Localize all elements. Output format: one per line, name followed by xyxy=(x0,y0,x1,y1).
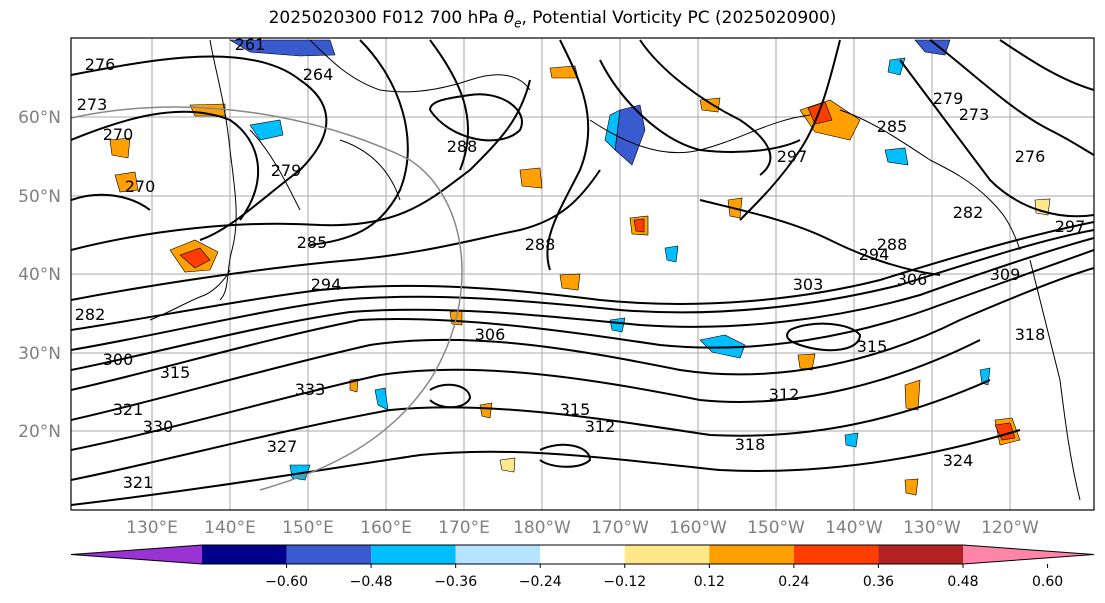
colorbar-box xyxy=(371,545,456,564)
contour-label: 273 xyxy=(77,95,108,114)
lon-label: 170°E xyxy=(438,518,490,538)
colorbar-tick-label: 0.12 xyxy=(694,574,725,590)
contour-label: 312 xyxy=(585,417,616,436)
contour-label: 270 xyxy=(103,125,134,144)
colorbar-box xyxy=(793,545,879,564)
lat-label: 40°N xyxy=(18,265,61,285)
longitude-labels: 130°E 140°E 150°E 160°E 170°E 180°W 170°W 160°W… xyxy=(126,518,1039,538)
contour-labels: 2762732642702612702792852882942822883003… xyxy=(75,35,1086,492)
contour-label: 294 xyxy=(859,245,890,264)
colorbar-tick-label: −0.36 xyxy=(434,574,477,590)
contour-label: 321 xyxy=(113,400,144,419)
contour-label: 306 xyxy=(475,325,506,344)
contour-label: 318 xyxy=(735,435,766,454)
contour-label: 315 xyxy=(857,337,888,356)
contour-label: 288 xyxy=(447,137,478,156)
contour-label: 261 xyxy=(235,35,266,54)
colorbar-tick-label: 0.60 xyxy=(1032,574,1063,590)
colorbar-tick-label: −0.60 xyxy=(265,574,308,590)
contour-label: 294 xyxy=(311,275,342,294)
lon-label: 180°W xyxy=(513,518,571,538)
contour-label: 303 xyxy=(793,275,824,294)
contour-label: 312 xyxy=(769,385,800,404)
contour-label: 270 xyxy=(125,177,156,196)
contour-label: 297 xyxy=(777,147,808,166)
contour-label: 276 xyxy=(85,55,116,74)
theta-e-contours xyxy=(71,39,1094,506)
lon-label: 170°W xyxy=(591,518,649,538)
lon-label: 140°W xyxy=(825,518,883,538)
contour-label: 276 xyxy=(1015,147,1046,166)
lon-label: 130°W xyxy=(903,518,961,538)
contour-label: 297 xyxy=(1055,217,1086,236)
colorbar: −0.60 −0.48 −0.36 −0.24 −0.12 0.12 0.24 0.36 0.4… xyxy=(70,544,1095,590)
colorbar-tick-label: 0.48 xyxy=(947,574,978,590)
contour-label: 315 xyxy=(560,400,591,419)
colorbar-box xyxy=(455,545,541,564)
colorbar-tick-label: −0.12 xyxy=(603,574,646,590)
contour-label: 309 xyxy=(990,265,1021,284)
map-title: 2025020300 F012 700 hPa θe, Potential Vo… xyxy=(268,8,837,31)
colorbar-box xyxy=(286,545,372,564)
lon-label: 150°W xyxy=(747,518,805,538)
contour-label: 327 xyxy=(267,437,298,456)
contour-label: 285 xyxy=(297,233,328,252)
contour-label: 288 xyxy=(877,235,908,254)
contour-label: 315 xyxy=(160,363,191,382)
contour-label: 300 xyxy=(103,350,134,369)
contour-label: 285 xyxy=(877,117,908,136)
contour-label: 318 xyxy=(1015,325,1046,344)
colorbar-box xyxy=(878,545,963,564)
lon-label: 160°W xyxy=(669,518,727,538)
lat-label: 20°N xyxy=(18,422,61,442)
contour-label: 306 xyxy=(897,270,928,289)
lon-label: 160°E xyxy=(360,518,412,538)
colorbar-tick-label: −0.24 xyxy=(519,574,562,590)
colorbar-tick-label: 0.24 xyxy=(778,574,809,590)
contour-label: 282 xyxy=(75,305,106,324)
lon-label: 140°E xyxy=(204,518,256,538)
lat-label: 30°N xyxy=(18,344,61,364)
lat-label: 50°N xyxy=(18,187,61,207)
contour-label: 324 xyxy=(943,451,974,470)
plot-frame xyxy=(70,37,1095,511)
colorbar-extend-low xyxy=(71,545,202,564)
colorbar-box xyxy=(624,545,710,564)
colorbar-tick-label: −0.48 xyxy=(350,574,393,590)
colorbar-outline xyxy=(70,544,1095,565)
contour-label: 333 xyxy=(295,380,326,399)
contour-label: 321 xyxy=(123,473,154,492)
contour-label: 279 xyxy=(271,161,302,180)
colorbar-box xyxy=(202,545,287,564)
colorbar-box xyxy=(540,545,625,564)
colorbar-tick-label: 0.36 xyxy=(863,574,894,590)
colorbar-box xyxy=(709,545,794,564)
coastlines xyxy=(149,39,1081,501)
colorbar-extend-high xyxy=(963,545,1094,564)
lon-label: 130°E xyxy=(126,518,178,538)
contour-label: 282 xyxy=(953,203,984,222)
lon-label: 150°E xyxy=(282,518,334,538)
lon-label: 120°W xyxy=(981,518,1039,538)
latitude-labels: 60°N 50°N 40°N 30°N 20°N xyxy=(18,108,61,442)
contour-label: 279 xyxy=(933,89,964,108)
contour-label: 288 xyxy=(525,235,556,254)
contour-label: 264 xyxy=(303,65,334,84)
great-circle-arc xyxy=(71,106,463,491)
contour-label: 273 xyxy=(959,105,990,124)
lat-label: 60°N xyxy=(18,108,61,128)
contour-label: 330 xyxy=(143,417,174,436)
